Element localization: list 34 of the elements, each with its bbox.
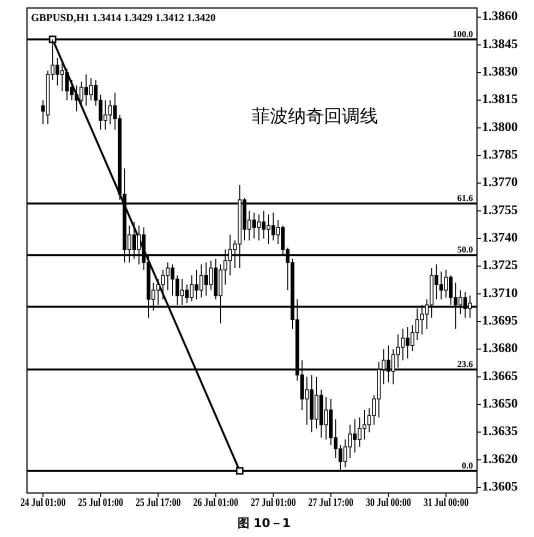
y-tick-label: 1.3785 (482, 146, 518, 162)
y-tick-label: 1.3845 (482, 36, 518, 51)
y-tick-label: 1.3695 (482, 312, 518, 328)
text: GBPUSD,H1 1.3414 1.3429 1.3412 1.3420 (31, 13, 216, 24)
x-tick-label: 31 Jul 00:00 (423, 496, 469, 510)
annotation: 61.6 (457, 192, 474, 203)
y-tick-label: 1.3830 (482, 64, 518, 79)
y-tick-label: 1.3755 (482, 202, 518, 217)
y-tick-label: 1.3800 (482, 118, 518, 134)
y-tick-label: 1.3635 (482, 423, 518, 438)
y-tick-label: 1.3710 (482, 284, 518, 300)
y-tick-label: 1.3860 (482, 8, 518, 24)
y-tick-label: 1.3815 (482, 91, 518, 106)
x-tick-label: 25 Jul 17:00 (136, 496, 181, 510)
x-tick-label: 30 Jul 00:00 (366, 496, 411, 510)
x-tick-label: 24 Jul 01:00 (20, 496, 66, 510)
annotation: 23.6 (457, 358, 474, 369)
x-tick-label: 27 Jul 17:00 (308, 496, 354, 510)
x-tick-label: 26 Jul 01:00 (193, 496, 238, 510)
annotation: 50.0 (457, 244, 474, 255)
annotation: 菲波纳奇回调线 (252, 106, 378, 127)
y-tick-label: 1.3740 (482, 230, 518, 244)
y-tick-label: 1.3770 (482, 174, 518, 190)
y-tick-label: 1.3725 (482, 257, 518, 272)
y-tick-label: 1.3680 (482, 340, 518, 356)
y-tick-label: 1.3665 (482, 368, 518, 383)
y-tick-label: 1.3620 (482, 450, 518, 466)
y-tick-label: 1.3605 (482, 478, 518, 494)
x-tick-label: 25 Jul 01:00 (78, 496, 124, 510)
annotation: 0.0 (462, 460, 474, 470)
annotation: 100.0 (452, 28, 474, 39)
caption: 图 10－1 (237, 516, 291, 530)
x-tick-label: 27 Jul 01:00 (250, 496, 296, 510)
y-tick-label: 1.3650 (482, 395, 518, 410)
